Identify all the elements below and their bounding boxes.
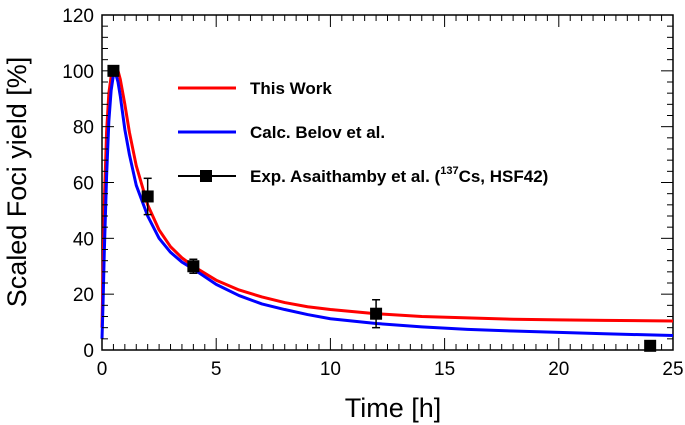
y-tick-label: 60	[73, 174, 94, 195]
series-line-0	[100, 66, 674, 328]
y-tick-label: 100	[62, 62, 94, 83]
curves	[100, 66, 674, 339]
legend-marker-asaithamby	[200, 170, 212, 182]
y-tick-label: 80	[73, 118, 94, 139]
data-point	[370, 307, 383, 320]
legend-label-asaithamby: Exp. Asaithamby et al. (137Cs, HSF42)	[250, 165, 548, 186]
tick-labels: 0 5 10 15 20 25 0 20 40 60 80 100 120	[62, 6, 683, 380]
x-tick-label: 0	[97, 359, 108, 380]
data-markers	[107, 64, 657, 352]
x-tick-label: 20	[548, 359, 569, 380]
axis-ticks	[101, 14, 674, 351]
data-point	[187, 260, 200, 273]
data-point	[141, 190, 154, 203]
legend-label-this-work: This Work	[250, 79, 332, 98]
y-tick-label: 20	[73, 285, 94, 306]
x-tick-label: 25	[662, 359, 683, 380]
series-line-1	[100, 72, 674, 339]
legend-label-asaithamby-sup: 137	[440, 165, 458, 177]
legend-label-belov: Calc. Belov et al.	[250, 123, 385, 142]
x-tick-label: 5	[211, 359, 222, 380]
x-tick-label: 10	[320, 359, 341, 380]
y-tick-label: 120	[62, 6, 94, 27]
y-tick-label: 0	[83, 341, 94, 362]
x-axis-title: Time [h]	[345, 393, 442, 423]
y-axis-title: Scaled Foci yield [%]	[2, 57, 32, 308]
y-tick-label: 40	[73, 229, 94, 250]
x-tick-label: 15	[434, 359, 455, 380]
legend-label-asaithamby-main: Exp. Asaithamby et al. (	[250, 167, 441, 186]
legend-label-asaithamby-suffix: Cs, HSF42)	[459, 167, 549, 186]
legend: This Work Calc. Belov et al. Exp. Asaith…	[178, 79, 548, 186]
